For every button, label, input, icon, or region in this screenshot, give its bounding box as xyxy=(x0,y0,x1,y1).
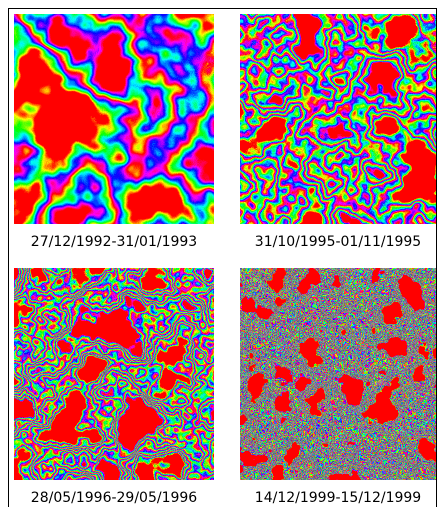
interferogram-image xyxy=(240,14,436,224)
figure: 27/12/1992-31/01/1993 31/10/1995-01/11/19… xyxy=(0,0,437,507)
panel-caption: 14/12/1999-15/12/1999 xyxy=(255,490,421,506)
panel-caption: 27/12/1992-31/01/1993 xyxy=(31,234,197,250)
interferogram-image xyxy=(14,14,214,224)
panel-caption: 31/10/1995-01/11/1995 xyxy=(255,234,421,250)
interferogram-image xyxy=(14,268,214,480)
panel-caption: 28/05/1996-29/05/1996 xyxy=(31,490,198,506)
interferogram-image xyxy=(240,268,436,480)
